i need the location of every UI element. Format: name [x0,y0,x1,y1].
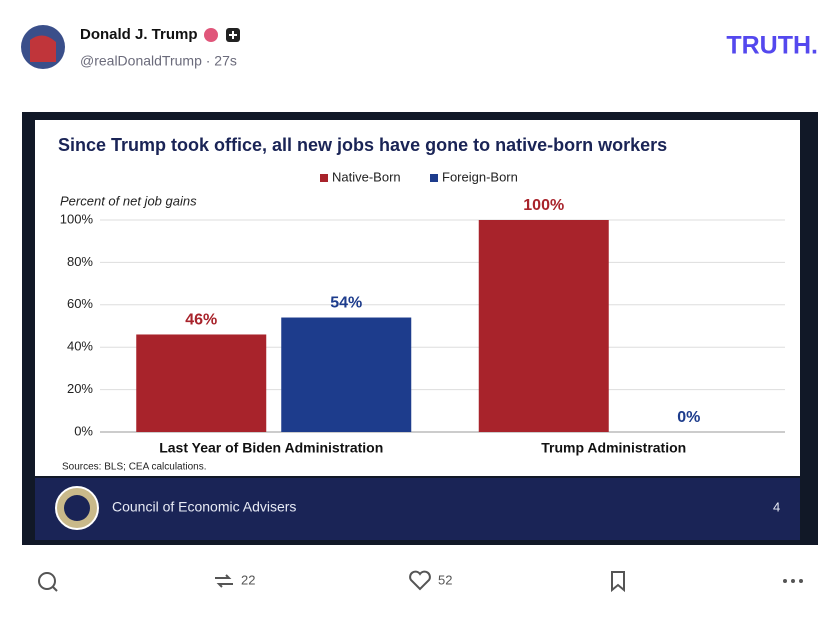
repost-icon[interactable] [215,574,233,588]
legend-label: Native-Born [332,169,401,184]
repost-count: 22 [241,572,255,587]
more-icon[interactable] [783,579,803,583]
legend-swatch [320,174,328,182]
y-tick-label: 80% [67,254,93,269]
value-label: 54% [330,295,362,312]
plus-icon [229,31,237,39]
y-tick-label: 60% [67,296,93,311]
like-count: 52 [438,572,452,587]
reply-icon[interactable] [38,572,56,590]
handle-time[interactable]: @realDonaldTrump · 27s [80,53,237,69]
y-tick-label: 100% [60,211,94,226]
reply-icon-tail [52,586,58,592]
x-tick-label: Last Year of Biden Administration [159,440,383,456]
y-axis-label: Percent of net job gains [60,193,197,208]
page-number: 4 [773,499,780,514]
bar [478,220,609,432]
value-label: 0% [677,409,700,426]
source-note: Sources: BLS; CEA calculations. [62,462,207,473]
author-name[interactable]: Donald J. Trump [80,26,198,43]
bookmark-icon[interactable] [611,571,625,593]
x-tick-label: Trump Administration [541,440,686,456]
avatar-art [30,35,56,62]
verified-badge [204,28,218,42]
bar [281,317,412,432]
legend-label: Foreign-Born [442,169,518,184]
y-tick-label: 40% [67,339,93,354]
slide-footer [35,478,800,540]
seal-inner [64,495,90,521]
value-label: 100% [523,197,564,214]
logo[interactable]: TRUTH. [726,32,818,60]
y-tick-label: 20% [67,381,93,396]
bar [136,334,267,432]
footer-text: Council of Economic Advisers [112,499,296,515]
legend-swatch [430,174,438,182]
value-label: 46% [185,312,217,329]
chart-title: Since Trump took office, all new jobs ha… [58,135,667,155]
like-icon[interactable] [409,570,431,591]
y-tick-label: 0% [74,423,93,438]
